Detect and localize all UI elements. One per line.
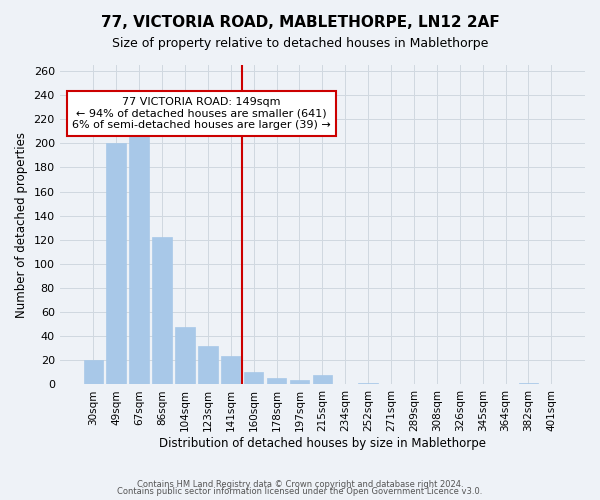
Text: Contains HM Land Registry data © Crown copyright and database right 2024.: Contains HM Land Registry data © Crown c… [137, 480, 463, 489]
Bar [106, 144, 126, 384]
Bar [175, 326, 194, 384]
X-axis label: Distribution of detached houses by size in Mablethorpe: Distribution of detached houses by size … [159, 437, 486, 450]
Bar [290, 380, 309, 384]
Y-axis label: Number of detached properties: Number of detached properties [15, 132, 28, 318]
Bar [152, 238, 172, 384]
Bar [313, 375, 332, 384]
Bar [221, 356, 241, 384]
Bar [130, 128, 149, 384]
Text: Size of property relative to detached houses in Mablethorpe: Size of property relative to detached ho… [112, 38, 488, 51]
Bar [267, 378, 286, 384]
Text: 77 VICTORIA ROAD: 149sqm
← 94% of detached houses are smaller (641)
6% of semi-d: 77 VICTORIA ROAD: 149sqm ← 94% of detach… [72, 97, 331, 130]
Bar [198, 346, 218, 385]
Bar [244, 372, 263, 384]
Bar [83, 360, 103, 384]
Text: Contains public sector information licensed under the Open Government Licence v3: Contains public sector information licen… [118, 487, 482, 496]
Text: 77, VICTORIA ROAD, MABLETHORPE, LN12 2AF: 77, VICTORIA ROAD, MABLETHORPE, LN12 2AF [101, 15, 499, 30]
